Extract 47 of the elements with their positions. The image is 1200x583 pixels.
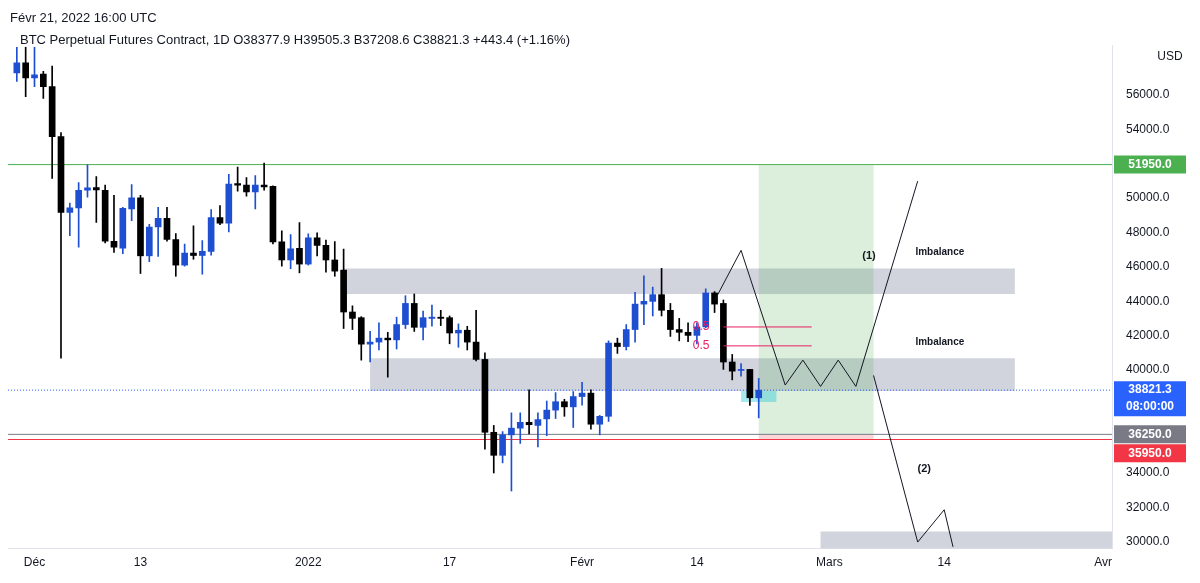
ref-line-label: 35950.0 [1128, 445, 1173, 460]
candlestick [684, 322, 692, 342]
x-tick-label: 13 [133, 555, 148, 570]
annotation: Imbalance [915, 335, 965, 347]
y-tick-label: 32000.0 [1126, 499, 1170, 514]
candlestick [66, 202, 74, 236]
candlestick [92, 176, 100, 223]
y-tick-label: 30000.0 [1126, 534, 1170, 549]
x-tick-label: 2022 [294, 555, 322, 570]
candlestick [737, 363, 745, 377]
y-tick-label: 54000.0 [1126, 121, 1170, 136]
y-axis-title: USD [1157, 48, 1183, 63]
annotation: Imbalance [915, 246, 965, 258]
x-tick-label: 14 [690, 555, 704, 570]
x-tick-label: Déc [23, 555, 46, 570]
ref-line-label: 38821.3 08:00:00 [1125, 382, 1175, 414]
candlestick [437, 309, 445, 326]
x-tick-label: Avr [1094, 555, 1113, 570]
ref-line-label: 36250.0 [1128, 426, 1173, 441]
candlestick [675, 318, 683, 342]
y-tick-label: 56000.0 [1126, 87, 1170, 102]
y-tick-label: 34000.0 [1126, 465, 1170, 480]
chart-title: Févr 21, 2022 16:00 UTC [9, 9, 158, 27]
candlestick [251, 175, 259, 210]
candlestick [110, 195, 118, 253]
x-tick-label: 17 [442, 555, 457, 570]
ref-line-label: 51950.0 [1128, 156, 1173, 171]
y-tick-label: 42000.0 [1126, 327, 1170, 342]
y-tick-label: 50000.0 [1126, 190, 1170, 205]
chart-subtitle: BTC Perpetual Futures Contract, 1D O38377.9 H39505.3 B37208.6 C38821.3 +443.4 (+1.16%) [20, 32, 570, 47]
x-tick-label: Févr [570, 555, 595, 570]
x-tick-label: Mars [816, 555, 843, 570]
y-tick-label: 48000.0 [1126, 224, 1170, 239]
x-tick-label: 14 [937, 555, 952, 570]
y-tick-label: 46000.0 [1126, 259, 1170, 274]
series-label: 0.5 [692, 319, 710, 334]
candlestick [428, 304, 436, 327]
y-tick-label: 40000.0 [1126, 362, 1170, 377]
series-label: (1) [862, 249, 877, 262]
candlestick [525, 389, 533, 435]
candlestick [198, 240, 206, 275]
candlestick [755, 378, 763, 419]
candlestick [516, 412, 524, 444]
candlestick [534, 412, 542, 448]
series-label: (2) [917, 462, 932, 475]
y-tick-label: 44000.0 [1126, 293, 1170, 308]
series-label: 0.5 [692, 338, 710, 353]
